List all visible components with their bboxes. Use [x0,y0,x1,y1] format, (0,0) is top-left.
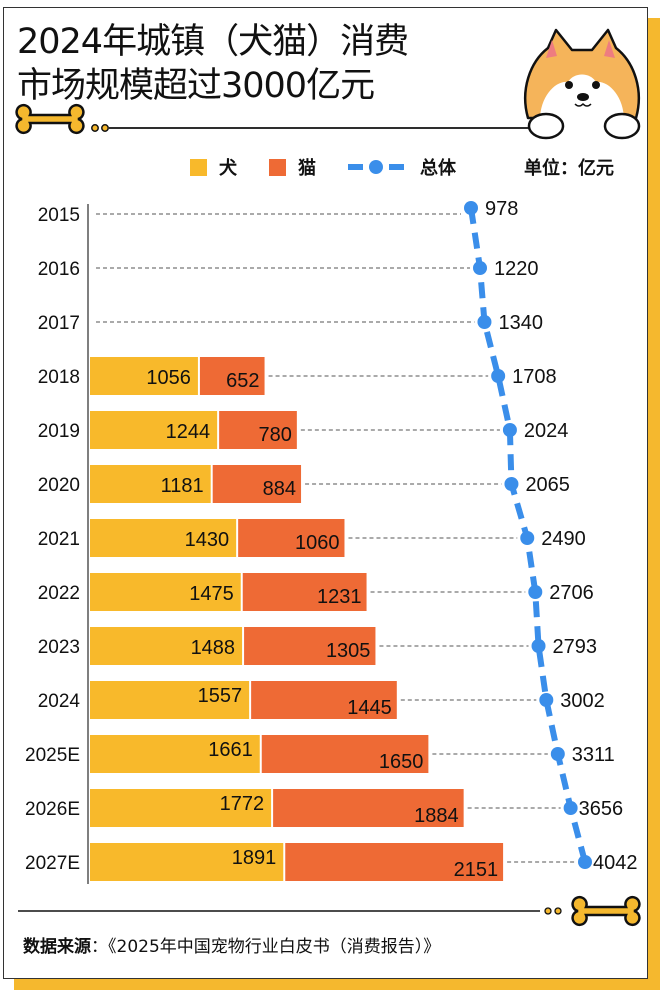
bar-cat [273,789,464,827]
data-label-total: 2065 [525,474,570,496]
bone-icon [15,104,85,134]
total-point [502,423,517,437]
total-point [504,477,519,491]
bar-dog [90,789,272,827]
data-label-cat: 1060 [295,532,340,554]
data-label-cat: 1884 [414,805,459,827]
legend-line-symbol-total [348,160,404,174]
bar-cat [242,573,367,611]
data-label-total: 2490 [541,528,586,550]
legend-label-cat: 猫 [298,158,316,179]
total-point [491,369,506,383]
y-tick-label: 2016 [38,259,80,280]
bar-dog [90,465,211,503]
bar-cat [212,465,302,503]
y-tick-label: 2025E [25,745,80,766]
data-label-total: 3311 [572,744,615,766]
total-point [477,315,492,329]
bar-dog [90,627,243,665]
header-decoration [15,28,641,140]
y-tick-label: 2015 [38,205,80,226]
source-label: 数据来源 [23,937,91,957]
source-text: ：《2025年中国宠物行业白皮书（消费报告）》 [91,937,441,957]
data-label-total: 2024 [524,420,569,442]
bar-dog [90,519,237,557]
total-point [550,747,565,761]
bar-dog [90,411,218,449]
data-label-cat: 1305 [326,640,371,662]
y-tick-label: 2026E [25,799,80,820]
chart-legend: 犬 猫 总体 [190,154,488,180]
legend-swatch-cat [269,158,286,176]
data-label-dog: 1181 [161,475,204,497]
legend-label-total: 总体 [420,158,456,179]
data-label-dog: 1244 [166,421,211,443]
data-label-total: 978 [485,198,518,220]
dot-icon [91,124,99,132]
data-label-total: 2793 [553,636,598,658]
total-point [563,801,578,815]
data-label-cat: 652 [226,370,259,392]
total-point [539,693,554,707]
y-tick-label: 2019 [38,421,80,442]
data-label-dog: 1557 [198,685,243,707]
y-tick-label: 2017 [38,313,80,334]
bar-cat [244,627,376,665]
data-label-total: 4042 [593,852,638,874]
bar-dog [90,843,284,881]
data-label-dog: 1430 [185,529,230,551]
data-label-cat: 1231 [317,586,362,608]
data-label-cat: 1445 [347,697,392,719]
y-tick-label: 2024 [38,691,81,712]
total-point [520,531,535,545]
data-label-cat: 780 [258,424,291,446]
page-title: 2024年城镇（犬猫）消费 市场规模超过3000亿元 [17,20,409,108]
legend-swatch-dog [190,158,207,176]
data-label-dog: 1891 [232,847,277,869]
y-tick-label: 2027E [25,853,80,874]
data-source: 数据来源：《2025年中国宠物行业白皮书（消费报告）》 [23,932,440,957]
bar-cat [251,681,397,719]
bar-dog [90,573,241,611]
data-label-cat: 884 [263,478,296,500]
stacked-bar-line-chart: 2015 2016 2017 2018 1056 652 2019 1244 780 2020 11… [25,198,638,884]
data-label-total: 3002 [560,690,605,712]
total-point [578,855,592,869]
bar-dog [90,681,250,719]
data-label-total: 1340 [498,312,542,334]
data-label-dog: 1661 [208,739,253,761]
total-point [464,201,478,215]
data-label-total: 1220 [494,258,539,280]
data-label-total: 1708 [512,366,557,388]
bar-cat [285,843,504,881]
bar-cat [261,735,429,773]
dot-icon [101,124,109,132]
y-tick-label: 2020 [38,475,80,496]
total-point [473,261,488,275]
total-point [528,585,543,599]
title-line-2: 市场规模超过3000亿元 [17,66,375,106]
data-label-dog: 1056 [146,367,191,389]
y-tick-label: 2022 [38,583,80,604]
y-tick-label: 2018 [38,367,80,388]
bar-cat [219,411,297,449]
y-tick-label: 2023 [38,637,80,658]
dog-mascot-icon [524,28,641,140]
bar-dog [90,735,260,773]
total-point [531,639,546,653]
legend-label-dog: 犬 [219,158,237,179]
bar-cat [238,519,345,557]
data-label-cat: 1650 [379,751,424,773]
unit-label: 单位：亿元 [524,158,614,179]
data-label-total: 2706 [549,582,594,604]
data-label-cat: 2151 [454,859,499,881]
data-label-dog: 1488 [191,637,236,659]
title-line-1: 2024年城镇（犬猫）消费 [17,22,409,62]
data-label-dog: 1475 [189,583,234,605]
bar-dog [90,357,198,395]
bar-cat [199,357,265,395]
data-label-total: 3656 [579,798,624,820]
data-label-dog: 1772 [220,793,265,815]
y-tick-label: 2021 [38,529,80,550]
